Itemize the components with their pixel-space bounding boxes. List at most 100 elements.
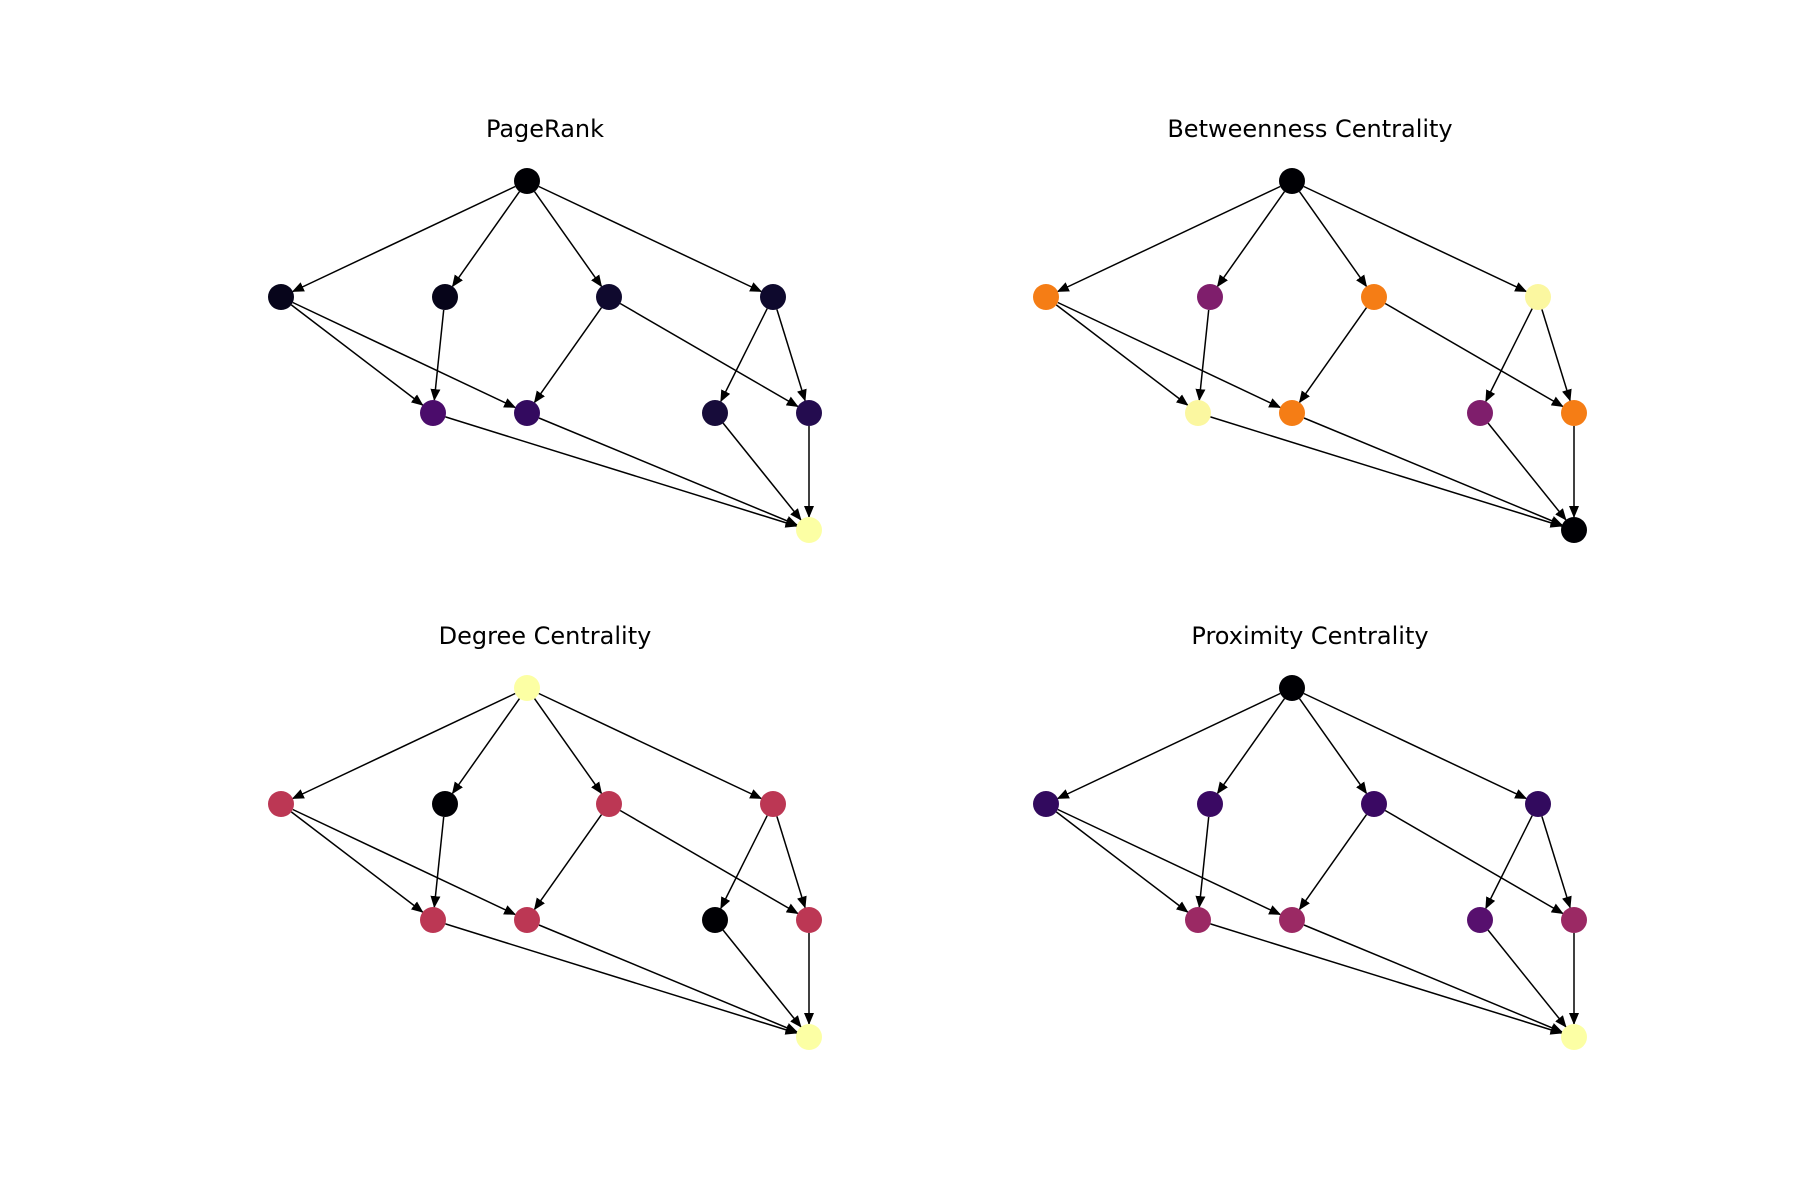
graph-node-1	[1033, 791, 1059, 817]
graph-node-8	[796, 907, 822, 933]
edge-0-1	[291, 692, 516, 800]
graph-node-6	[514, 400, 540, 426]
graph-node-3	[1361, 791, 1387, 817]
edge-6-9	[1303, 417, 1563, 526]
edge-4-8	[1541, 309, 1572, 402]
edge-5-9	[1210, 923, 1563, 1035]
graph-node-5	[420, 907, 446, 933]
graph-node-3	[596, 284, 622, 310]
graph-node-9	[796, 517, 822, 543]
panel-betweenness-centrality: Betweenness Centrality	[1033, 115, 1587, 543]
edge-4-7	[1485, 815, 1533, 910]
edge-5-9	[1210, 416, 1563, 528]
graph-node-6	[514, 907, 540, 933]
edge-3-6	[1298, 307, 1368, 404]
graph-node-7	[1467, 400, 1493, 426]
edge-1-6	[1057, 808, 1282, 916]
edge-0-1	[1056, 692, 1281, 800]
edge-7-9	[722, 422, 802, 521]
graph-node-8	[1561, 400, 1587, 426]
edge-0-2	[451, 698, 521, 795]
edge-1-5	[1055, 811, 1189, 913]
panel-title: Betweenness Centrality	[1167, 115, 1452, 143]
graph-node-4	[760, 284, 786, 310]
edge-layer	[1055, 185, 1579, 528]
edge-4-8	[776, 816, 807, 909]
panel-title: Degree Centrality	[439, 622, 652, 650]
edge-1-5	[1055, 304, 1189, 406]
node-layer	[268, 168, 822, 543]
graph-node-8	[796, 400, 822, 426]
edge-4-7	[720, 815, 768, 910]
edge-layer	[290, 185, 814, 528]
edge-0-4	[1303, 185, 1528, 293]
graph-node-9	[1561, 517, 1587, 543]
graph-node-9	[796, 1024, 822, 1050]
graph-node-7	[702, 400, 728, 426]
edge-4-7	[720, 308, 768, 403]
edge-0-3	[533, 191, 603, 288]
edge-0-2	[451, 191, 521, 288]
edge-7-9	[1487, 422, 1567, 521]
edge-4-8	[776, 309, 807, 402]
edge-3-8	[1384, 302, 1564, 408]
edge-layer	[1055, 692, 1579, 1035]
node-layer	[1033, 168, 1587, 543]
edge-layer	[290, 692, 814, 1035]
edge-7-9	[1487, 929, 1567, 1028]
edge-5-9	[445, 923, 798, 1035]
edge-2-5	[1195, 816, 1210, 909]
graph-node-7	[1467, 907, 1493, 933]
edge-6-9	[538, 417, 798, 526]
edge-4-7	[1485, 308, 1533, 403]
edge-0-4	[538, 185, 763, 293]
edge-3-8	[619, 809, 799, 915]
edge-3-8	[1384, 809, 1564, 915]
edge-0-1	[1056, 185, 1281, 293]
edge-1-6	[292, 808, 517, 916]
graph-node-7	[702, 907, 728, 933]
edge-0-4	[538, 692, 763, 800]
edge-0-3	[1298, 191, 1368, 288]
graph-node-2	[1197, 791, 1223, 817]
edge-0-4	[1303, 692, 1528, 800]
edge-3-6	[1298, 814, 1368, 911]
edge-2-5	[430, 816, 445, 909]
graph-node-0	[514, 168, 540, 194]
edge-0-1	[291, 185, 516, 293]
graph-node-0	[1279, 168, 1305, 194]
graph-node-6	[1279, 400, 1305, 426]
edge-0-3	[533, 698, 603, 795]
graph-node-0	[514, 675, 540, 701]
edge-3-6	[533, 814, 603, 911]
node-layer	[1033, 675, 1587, 1050]
graph-node-8	[1561, 907, 1587, 933]
edge-1-6	[1057, 301, 1282, 409]
edge-2-5	[430, 309, 445, 402]
panel-degree-centrality: Degree Centrality	[268, 622, 822, 1050]
graph-node-4	[760, 791, 786, 817]
graph-node-0	[1279, 675, 1305, 701]
graph-node-9	[1561, 1024, 1587, 1050]
edge-3-6	[533, 307, 603, 404]
panel-pagerank: PageRank	[268, 115, 822, 543]
graph-node-5	[1185, 907, 1211, 933]
graph-node-1	[268, 791, 294, 817]
edge-1-5	[290, 811, 424, 913]
edge-7-9	[722, 929, 802, 1028]
graph-node-1	[1033, 284, 1059, 310]
graph-node-5	[420, 400, 446, 426]
graph-node-2	[1197, 284, 1223, 310]
edge-0-3	[1298, 698, 1368, 795]
node-layer	[268, 675, 822, 1050]
edge-1-6	[292, 301, 517, 409]
edge-0-2	[1216, 191, 1286, 288]
panel-title: PageRank	[486, 115, 604, 143]
graph-node-4	[1525, 791, 1551, 817]
edge-3-8	[619, 302, 799, 408]
edge-6-9	[538, 924, 798, 1033]
edge-6-9	[1303, 924, 1563, 1033]
edge-1-5	[290, 304, 424, 406]
panel-proximity-centrality: Proximity Centrality	[1033, 622, 1587, 1050]
